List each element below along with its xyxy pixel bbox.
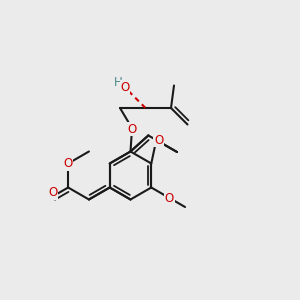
Text: H: H <box>114 76 123 89</box>
Text: O: O <box>128 122 136 136</box>
Text: O: O <box>48 186 57 199</box>
Text: O: O <box>121 80 130 94</box>
Text: O: O <box>64 157 73 170</box>
Text: O: O <box>154 134 163 146</box>
Text: O: O <box>165 191 174 205</box>
